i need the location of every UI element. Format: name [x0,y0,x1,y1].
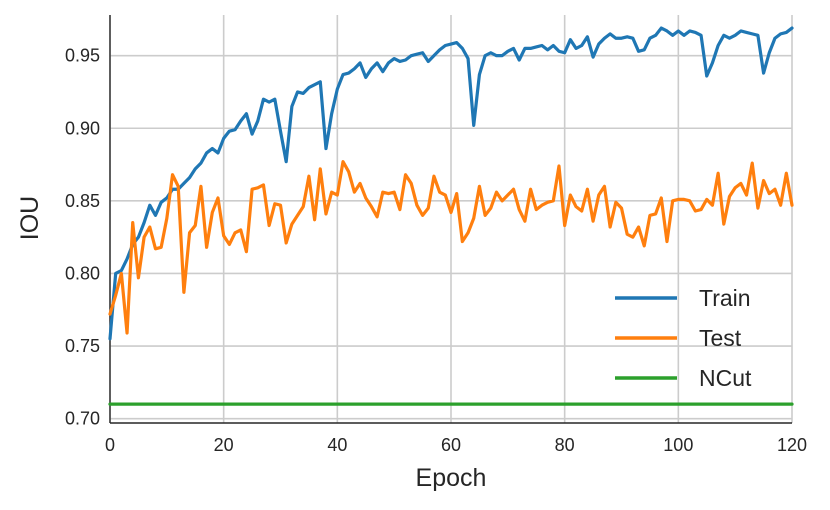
y-tick-label: 0.95 [65,46,100,66]
x-tick-label: 20 [214,435,234,455]
y-tick-label: 0.70 [65,409,100,429]
series-line-test [108,160,794,335]
x-tick-label: 0 [105,435,115,455]
series-layer [108,26,794,406]
x-tick-label: 100 [663,435,693,455]
y-tick-label: 0.80 [65,263,100,283]
x-axis-label: Epoch [416,464,487,492]
x-tick-label: 80 [555,435,575,455]
legend: Train Test NCut [615,285,752,391]
y-axis-label: IOU [16,196,44,240]
y-tick-label: 0.90 [65,118,100,138]
y-tick-labels: 0.70 0.75 0.80 0.85 0.90 0.95 [65,46,100,429]
x-tick-label: 60 [441,435,461,455]
legend-label-test: Test [699,325,742,351]
legend-label-train: Train [699,285,751,311]
x-tick-labels: 0 20 40 60 80 100 120 [105,435,807,455]
y-tick-label: 0.75 [65,336,100,356]
legend-label-ncut: NCut [699,365,752,391]
series-line-train [108,26,794,341]
y-tick-label: 0.85 [65,191,100,211]
axes [109,15,792,424]
x-tick-label: 120 [777,435,807,455]
x-tick-label: 40 [327,435,347,455]
